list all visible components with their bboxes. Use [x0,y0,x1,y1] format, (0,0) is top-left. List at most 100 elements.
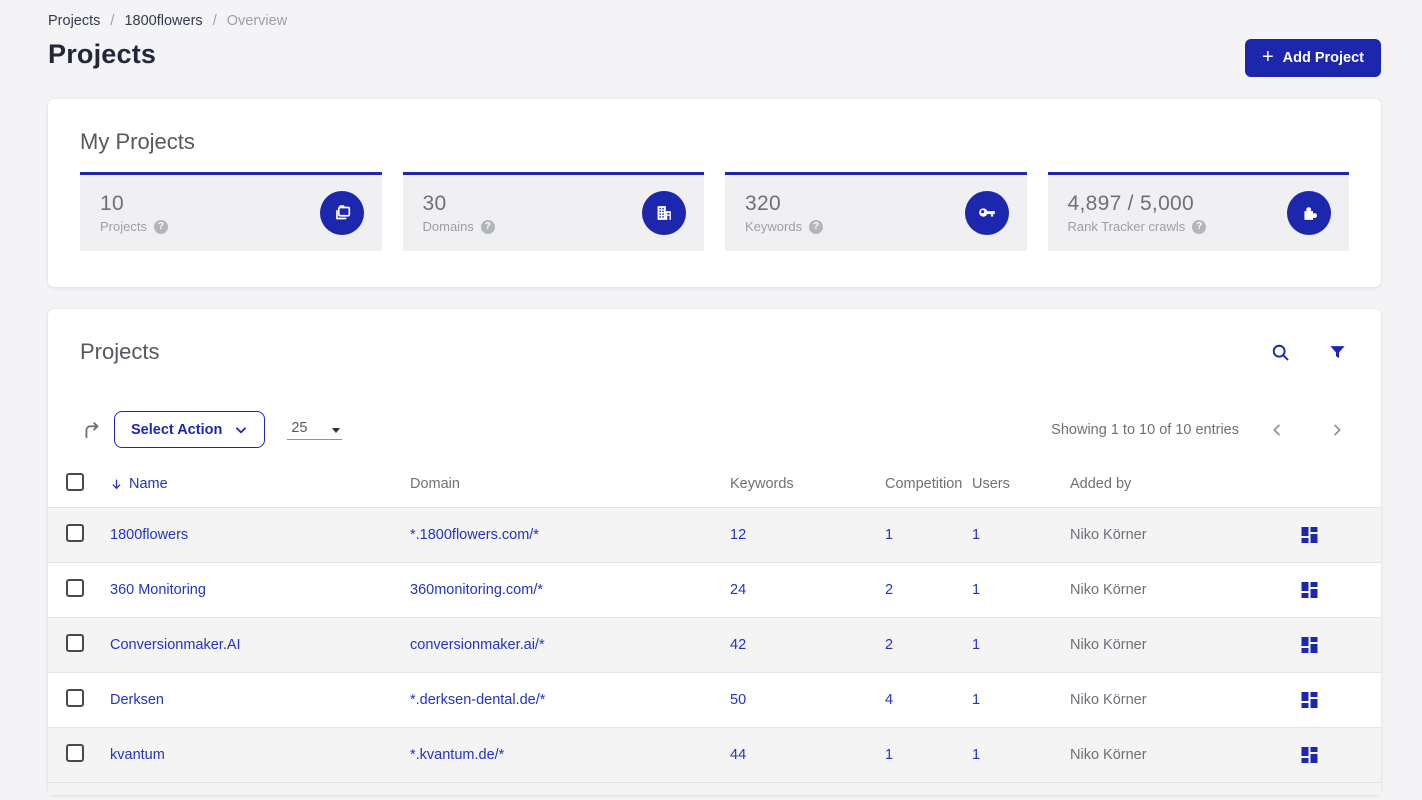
projects-label: Projects [100,219,147,234]
help-icon[interactable]: ? [480,219,495,234]
project-name-link[interactable]: Conversionmaker.AI [110,637,241,653]
project-domain-link[interactable]: 360monitoring.com/* [410,582,543,598]
breadcrumb-projects[interactable]: Projects [48,13,101,29]
caret-down-icon [332,427,341,433]
help-icon[interactable]: ? [1192,219,1207,234]
project-name-link[interactable]: 360 Monitoring [110,582,206,598]
select-all-checkbox[interactable] [66,472,84,491]
column-header-domain[interactable]: Domain [410,476,460,492]
page-header: Projects + Add Project [48,39,1381,77]
dashboard-grid-icon[interactable] [1299,745,1320,765]
dashboard-grid-icon[interactable] [1299,525,1320,545]
added-by-value: Niko Körner [1070,637,1147,653]
keywords-count-link[interactable]: 12 [730,527,747,543]
table-header-row: Name Domain Keywords Competition Users A… [48,461,1381,508]
export-arrow-icon[interactable] [80,419,102,441]
added-by-value: Niko Körner [1070,692,1147,708]
page-size-value: 25 [291,419,308,436]
row-checkbox[interactable] [66,743,84,762]
plus-icon: + [1261,46,1274,68]
dashboard-grid-icon[interactable] [1299,580,1320,600]
project-name-link[interactable]: kvantum [110,747,165,763]
page-size-select[interactable]: 25 [287,419,343,440]
key-icon [964,191,1009,235]
page-title: Projects [48,39,157,69]
column-header-competition[interactable]: Competition [885,476,963,492]
dashboard-grid-icon[interactable] [1299,635,1320,655]
chevron-down-icon [236,426,247,433]
row-checkbox[interactable] [66,523,84,542]
competition-count-link[interactable]: 2 [885,637,894,653]
add-project-button[interactable]: + Add Project [1244,39,1381,77]
users-count-link[interactable]: 1 [972,637,981,653]
stat-card-keywords: 320 Keywords ? [725,172,1027,251]
project-domain-link[interactable]: *.derksen-dental.de/* [410,692,546,708]
row-checkbox[interactable] [66,633,84,652]
row-checkbox[interactable] [66,688,84,707]
breadcrumb-separator: / [212,13,217,29]
competition-count-link[interactable]: 2 [885,582,894,598]
domains-count: 30 [422,192,447,215]
keywords-label: Keywords [745,219,803,234]
table-row: Derksen *.derksen-dental.de/* 50 4 1 Nik… [48,673,1381,728]
project-name-link[interactable]: Derksen [110,692,164,708]
breadcrumb: Projects / 1800flowers / Overview [48,13,1381,29]
project-name-link[interactable]: 1800flowers [110,527,189,543]
row-checkbox[interactable] [66,578,84,597]
projects-count: 10 [100,192,124,215]
users-count-link[interactable]: 1 [972,527,981,543]
users-count-link[interactable]: 1 [972,692,981,708]
projects-table: Name Domain Keywords Competition Users A… [48,461,1381,795]
my-projects-title: My Projects [80,129,195,154]
keywords-count-link[interactable]: 24 [730,582,747,598]
table-controls: Select Action 25 Showing 1 to 10 of 10 e… [48,411,1381,448]
stats-row: 10 Projects ? 30 [80,172,1349,251]
stacked-folders-icon [319,191,364,235]
project-domain-link[interactable]: *.kvantum.de/* [410,747,505,763]
table-row: Conversionmaker.AI conversionmaker.ai/* … [48,618,1381,673]
pagination-next-icon[interactable] [1325,418,1349,442]
column-header-users[interactable]: Users [972,476,1010,492]
add-project-label: Add Project [1282,50,1364,66]
added-by-value: Niko Körner [1070,582,1147,598]
help-icon[interactable]: ? [153,219,168,234]
table-row: kvantum *.kvantum.de/* 44 1 1 Niko Körne… [48,728,1381,783]
keywords-count-link[interactable]: 42 [730,637,747,653]
competition-count-link[interactable]: 1 [885,747,894,763]
domains-label: Domains [422,219,474,234]
users-count-link[interactable]: 1 [972,747,981,763]
users-count-link[interactable]: 1 [972,582,981,598]
crawls-label: Rank Tracker crawls [1067,219,1186,234]
added-by-value: Niko Körner [1070,527,1147,543]
projects-table-title: Projects [80,339,160,364]
crawls-count: 4,897 / 5,000 [1067,192,1195,215]
search-icon[interactable] [1268,340,1293,365]
keywords-count-link[interactable]: 44 [730,747,747,763]
breadcrumb-overview: Overview [226,13,288,29]
stat-card-domains: 30 Domains ? [402,172,704,251]
project-domain-link[interactable]: *.1800flowers.com/* [410,527,539,543]
added-by-value: Niko Körner [1070,747,1147,763]
select-action-label: Select Action [131,421,223,438]
projects-table-card: Projects [48,309,1381,795]
puzzle-icon [1287,191,1331,235]
competition-count-link[interactable]: 4 [885,692,894,708]
filter-icon[interactable] [1326,341,1349,364]
keywords-count-link[interactable]: 50 [730,692,747,708]
table-row: 360 Monitoring 360monitoring.com/* 24 2 … [48,563,1381,618]
competition-count-link[interactable]: 1 [885,527,894,543]
column-header-added-by[interactable]: Added by [1070,476,1132,492]
breadcrumb-1800flowers[interactable]: 1800flowers [124,13,203,29]
column-header-name[interactable]: Name [110,476,410,492]
showing-entries-text: Showing 1 to 10 of 10 entries [1051,421,1239,438]
stat-card-projects: 10 Projects ? [80,172,382,251]
breadcrumb-separator: / [110,13,115,29]
project-domain-link[interactable]: conversionmaker.ai/* [410,637,545,653]
column-header-keywords[interactable]: Keywords [730,476,794,492]
my-projects-card: My Projects 10 Projects ? [48,99,1381,287]
dashboard-grid-icon[interactable] [1299,690,1320,710]
keywords-count: 320 [745,192,781,215]
pagination-prev-icon[interactable] [1265,418,1289,442]
help-icon[interactable]: ? [809,219,824,234]
select-action-dropdown[interactable]: Select Action [114,411,266,448]
